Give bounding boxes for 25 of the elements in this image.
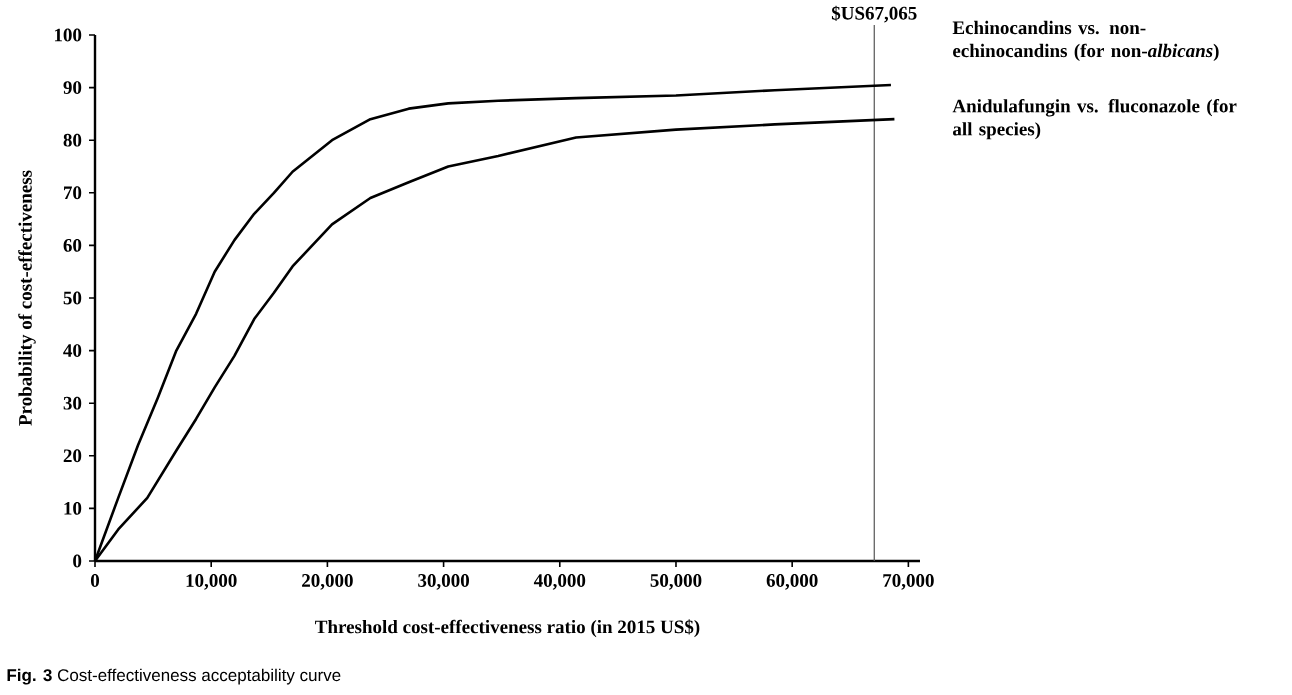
y-tick-label: 60 (63, 238, 82, 252)
x-tick-label: 20,000 (302, 574, 353, 590)
y-tick-label: 70 (64, 186, 82, 200)
x-tick-label: 40,000 (533, 574, 586, 590)
x-tick-label: 60,000 (766, 574, 818, 590)
y-tick-label: 80 (63, 133, 82, 147)
text: Echinocandins vs. non-echinocandins (for non-albicans) (952, 20, 1219, 62)
y-tick-label: 50 (63, 291, 82, 305)
y-tick-label: 90 (63, 81, 82, 94)
ref-line-label: $US67,065 (831, 5, 917, 23)
text: Fig. 3 Cost-effectiveness acceptability curve (7, 668, 341, 685)
y-tick-label: 40 (63, 344, 82, 357)
x-axis-title: Threshold cost-effectiveness ratio (in 2015 US$) (315, 619, 700, 638)
x-tick-label: 0 (90, 574, 100, 587)
y-tick-label: 30 (63, 396, 82, 410)
x-tick-label: 30,000 (418, 574, 469, 590)
x-tick-label: 10,000 (186, 574, 237, 590)
y-tick-label: 10 (64, 501, 82, 515)
y-axis-title: Probability of cost-effectiveness (18, 170, 36, 426)
y-tick-label: 0 (73, 554, 82, 568)
x-tick-label: 70,000 (883, 574, 934, 590)
x-tick-label: 50,000 (650, 574, 702, 590)
text: Anidulafungin vs. fluconazole (for all species) (952, 98, 1237, 140)
y-tick-label: 20 (63, 449, 82, 463)
y-tick-label: 100 (54, 28, 82, 42)
